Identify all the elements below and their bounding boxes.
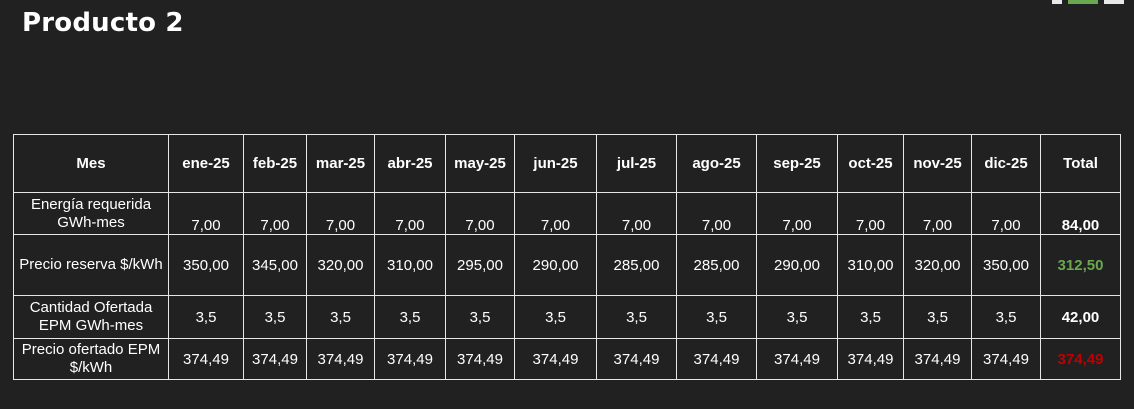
header-month: jul-25 bbox=[596, 134, 677, 193]
header-month: mar-25 bbox=[306, 134, 375, 193]
row-label: Precio reserva $/kWh bbox=[13, 234, 169, 296]
table-cell: 310,00 bbox=[837, 234, 904, 296]
table-cell: 3,5 bbox=[971, 295, 1041, 339]
page-title: Producto 2 bbox=[22, 8, 184, 38]
table-cell: 7,00 bbox=[903, 192, 972, 235]
header-mes: Mes bbox=[13, 134, 169, 193]
table-cell: 7,00 bbox=[756, 192, 838, 235]
table-cell: 374,49 bbox=[374, 338, 446, 380]
table-cell: 3,5 bbox=[514, 295, 597, 339]
table-cell: 290,00 bbox=[514, 234, 597, 296]
product-table: Mes ene-25 feb-25 mar-25 abr-25 may-25 j… bbox=[13, 134, 1121, 380]
header-month: dic-25 bbox=[971, 134, 1041, 193]
table-cell: 374,49 bbox=[445, 338, 515, 380]
table-row-precio-ofertado: Precio ofertado EPM $/kWh 374,49 374,49 … bbox=[13, 338, 1121, 380]
table-cell: 7,00 bbox=[445, 192, 515, 235]
header-month: oct-25 bbox=[837, 134, 904, 193]
table-cell: 3,5 bbox=[837, 295, 904, 339]
table-cell: 310,00 bbox=[374, 234, 446, 296]
total-cell: 84,00 bbox=[1040, 192, 1121, 235]
table-cell: 3,5 bbox=[306, 295, 375, 339]
table-cell: 7,00 bbox=[243, 192, 307, 235]
header-month: nov-25 bbox=[903, 134, 972, 193]
header-month: sep-25 bbox=[756, 134, 838, 193]
table-row-precio-reserva: Precio reserva $/kWh 350,00 345,00 320,0… bbox=[13, 234, 1121, 296]
table-cell: 3,5 bbox=[374, 295, 446, 339]
table-cell: 295,00 bbox=[445, 234, 515, 296]
table-cell: 7,00 bbox=[374, 192, 446, 235]
table-cell: 285,00 bbox=[596, 234, 677, 296]
table-cell: 374,49 bbox=[514, 338, 597, 380]
header-month: ago-25 bbox=[676, 134, 757, 193]
header-total: Total bbox=[1040, 134, 1121, 193]
table-cell: 3,5 bbox=[903, 295, 972, 339]
table-cell: 374,49 bbox=[756, 338, 838, 380]
table-cell: 7,00 bbox=[306, 192, 375, 235]
table-cell: 350,00 bbox=[168, 234, 244, 296]
table-cell: 374,49 bbox=[971, 338, 1041, 380]
table-cell: 345,00 bbox=[243, 234, 307, 296]
header-month: jun-25 bbox=[514, 134, 597, 193]
table-cell: 7,00 bbox=[971, 192, 1041, 235]
table-cell: 7,00 bbox=[168, 192, 244, 235]
table-cell: 7,00 bbox=[837, 192, 904, 235]
toolbar-icon[interactable] bbox=[1052, 0, 1062, 4]
row-label: Cantidad Ofertada EPM GWh-mes bbox=[13, 295, 169, 339]
header-month: may-25 bbox=[445, 134, 515, 193]
table-cell: 7,00 bbox=[676, 192, 757, 235]
table-cell: 285,00 bbox=[676, 234, 757, 296]
table-cell: 374,49 bbox=[676, 338, 757, 380]
table-cell: 320,00 bbox=[903, 234, 972, 296]
table-cell: 3,5 bbox=[445, 295, 515, 339]
toolbar-active-icon[interactable] bbox=[1068, 0, 1098, 4]
header-month: ene-25 bbox=[168, 134, 244, 193]
table-cell: 3,5 bbox=[243, 295, 307, 339]
header-month: abr-25 bbox=[374, 134, 446, 193]
table-row-energia: Energía requerida GWh-mes 7,00 7,00 7,00… bbox=[13, 192, 1121, 235]
table-cell: 7,00 bbox=[514, 192, 597, 235]
total-cell: 312,50 bbox=[1040, 234, 1121, 296]
table-cell: 374,49 bbox=[306, 338, 375, 380]
total-cell: 374,49 bbox=[1040, 338, 1121, 380]
table-cell: 3,5 bbox=[756, 295, 838, 339]
table-cell: 374,49 bbox=[903, 338, 972, 380]
table-header-row: Mes ene-25 feb-25 mar-25 abr-25 may-25 j… bbox=[13, 134, 1121, 193]
table-cell: 320,00 bbox=[306, 234, 375, 296]
table-cell: 290,00 bbox=[756, 234, 838, 296]
toolbar-icon[interactable] bbox=[1104, 0, 1124, 4]
row-label: Energía requerida GWh-mes bbox=[13, 192, 169, 235]
total-cell: 42,00 bbox=[1040, 295, 1121, 339]
table-cell: 350,00 bbox=[971, 234, 1041, 296]
toolbar-controls bbox=[1052, 0, 1124, 5]
row-label: Precio ofertado EPM $/kWh bbox=[13, 338, 169, 380]
table-cell: 3,5 bbox=[168, 295, 244, 339]
header-month: feb-25 bbox=[243, 134, 307, 193]
table-row-cantidad-ofertada: Cantidad Ofertada EPM GWh-mes 3,5 3,5 3,… bbox=[13, 295, 1121, 339]
table-cell: 7,00 bbox=[596, 192, 677, 235]
table-cell: 374,49 bbox=[243, 338, 307, 380]
table-cell: 374,49 bbox=[168, 338, 244, 380]
table-cell: 3,5 bbox=[676, 295, 757, 339]
table-cell: 374,49 bbox=[596, 338, 677, 380]
table-cell: 374,49 bbox=[837, 338, 904, 380]
table-cell: 3,5 bbox=[596, 295, 677, 339]
